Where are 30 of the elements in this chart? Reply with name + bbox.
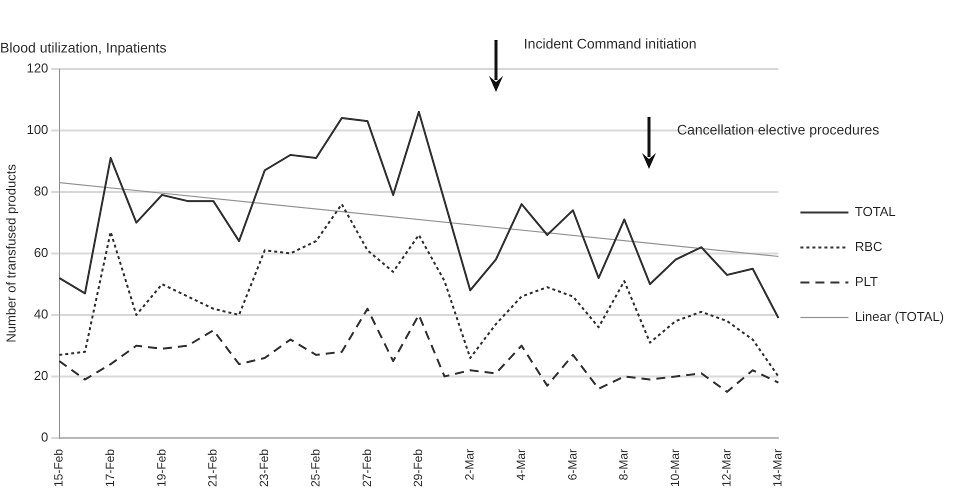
x-tick-label: 2-Mar xyxy=(462,448,477,480)
y-tick-label: 40 xyxy=(34,306,48,322)
x-tick-label: 27-Feb xyxy=(360,448,374,488)
x-tick-label: 19-Feb xyxy=(154,448,168,488)
y-tick-label: 80 xyxy=(34,183,48,198)
y-tick-label: 120 xyxy=(26,60,48,76)
legend-label: Linear (TOTAL) xyxy=(854,309,944,324)
y-tick-label: 20 xyxy=(34,368,48,384)
legend-label: TOTAL xyxy=(854,204,896,220)
x-tick-label: 21-Feb xyxy=(206,448,220,488)
x-tick-label: 23-Feb xyxy=(257,448,272,488)
chart-title: Blood utilization, Inpatients xyxy=(0,39,167,56)
x-tick-label: 25-Feb xyxy=(308,448,322,488)
y-tick-label: 100 xyxy=(26,122,48,137)
x-tick-label: 6-Mar xyxy=(565,448,580,480)
legend-label: RBC xyxy=(854,239,882,254)
text: Incident Command initiation xyxy=(524,36,697,52)
annotation: Cancellation elective procedures xyxy=(676,121,880,138)
y-tick-label: 60 xyxy=(34,244,48,260)
x-tick-label: 12-Mar xyxy=(719,448,734,487)
y-axis-title: Number of transfused products xyxy=(3,164,18,343)
x-tick-label: 15-Feb xyxy=(52,448,66,488)
x-tick-label: 8-Mar xyxy=(616,448,631,480)
y-tick-label: 0 xyxy=(41,430,48,445)
x-tick-label: 14-Mar xyxy=(770,448,785,487)
x-tick-label: 10-Mar xyxy=(668,448,682,487)
legend-label: PLT xyxy=(854,274,878,290)
x-tick-label: 29-Feb xyxy=(411,448,426,488)
x-tick-label: 4-Mar xyxy=(514,448,528,480)
x-tick-label: 17-Feb xyxy=(102,448,117,488)
